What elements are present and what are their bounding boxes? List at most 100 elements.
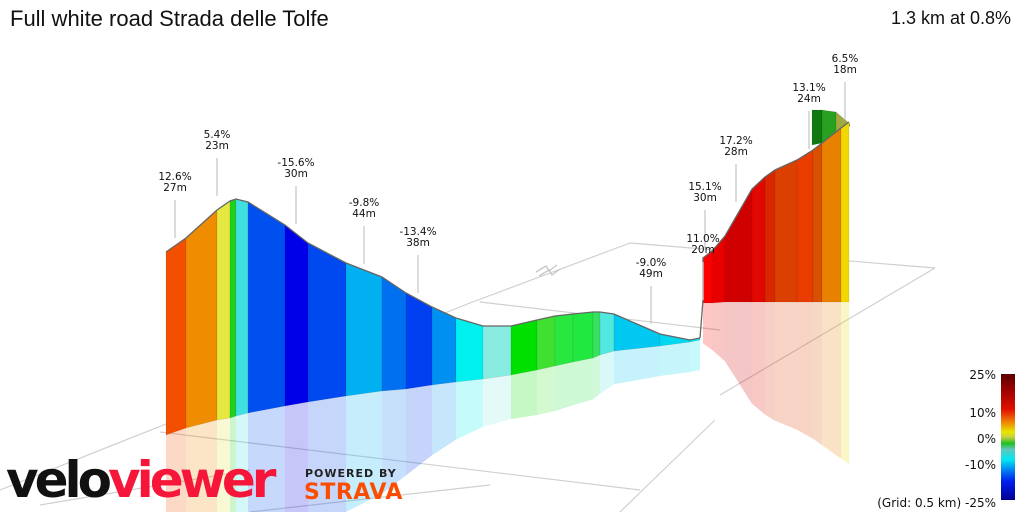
reflection-segment [236, 413, 248, 512]
legend-label-0: 0% [976, 432, 996, 446]
reflection-segment [775, 302, 797, 430]
reflection-segment [285, 402, 308, 512]
profile-segment [431, 306, 457, 386]
annotation-gradient: 11.0% [686, 233, 719, 245]
reflection-segment [725, 302, 752, 404]
annotation-gradient: -9.8% [349, 197, 379, 209]
annotation-length: 38m [406, 237, 430, 249]
annotation-gradient: 5.4% [204, 129, 231, 141]
profile-segment [840, 121, 850, 303]
profile-segment [165, 237, 187, 436]
annotation-length: 30m [693, 192, 717, 204]
gradient-color-scale [1001, 374, 1015, 500]
veloviewer-logo[interactable]: veloviewer [6, 451, 276, 509]
profile-segment [751, 176, 766, 303]
profile-segment [345, 262, 383, 397]
profile-segment [536, 315, 556, 371]
profile-top-edge [165, 198, 701, 341]
profile-segment [307, 242, 347, 403]
profile-segment [821, 127, 842, 303]
profile-segment [554, 313, 574, 367]
profile-walls [165, 121, 850, 436]
profile-segment [216, 200, 231, 421]
legend-label-max: 25% [969, 368, 996, 382]
profile-segment [774, 159, 798, 303]
reflection-segment [614, 346, 660, 385]
reflection-segment [456, 379, 483, 440]
annotation-leaders [174, 82, 846, 324]
profile-segment [599, 311, 615, 356]
strava-logo[interactable]: STRAVA [304, 480, 403, 505]
annotation-length: 20m [691, 244, 715, 256]
annotation-length: 24m [797, 93, 821, 105]
legend-label-10: 10% [969, 406, 996, 420]
north-arrow-icon [535, 264, 561, 277]
annotation-gradient: 13.1% [792, 82, 825, 94]
profile-segment [455, 317, 484, 383]
profile-segment [229, 198, 237, 419]
annotation-gradient: 15.1% [688, 181, 721, 193]
reflection-segment [406, 385, 432, 476]
profile-segment [572, 311, 594, 363]
powered-by-text: POWERED BY [305, 467, 397, 480]
profile-segment [405, 292, 433, 390]
reflection-segment [822, 302, 841, 459]
route-summary: 1.3 km at 0.8% [890, 8, 1011, 28]
annotation-labels: 12.6%27m5.4%23m-15.6%30m-9.8%44m-13.4%38… [158, 53, 858, 280]
reflection-segment [483, 375, 511, 427]
reflection-segment [797, 302, 813, 439]
legend-label-neg10: -10% [964, 458, 996, 472]
reflection-segment [752, 302, 765, 415]
profile-segment [812, 142, 823, 303]
reflection-segment [166, 428, 186, 512]
annotation-length: 27m [163, 182, 187, 194]
annotation-gradient: 17.2% [719, 135, 752, 147]
annotation-length: 28m [724, 146, 748, 158]
annotation-gradient: -13.4% [399, 226, 436, 238]
reflection-segment [712, 302, 725, 362]
annotation-length: 23m [205, 140, 229, 152]
profile-segment [510, 319, 538, 376]
annotation-gradient: -9.0% [636, 257, 666, 269]
reflection-segment [248, 406, 285, 512]
reflection-segment [660, 342, 690, 376]
profile-segment [613, 313, 661, 352]
reflection-segment [555, 362, 573, 411]
reflection-segment [573, 358, 593, 406]
reflection-segment [841, 302, 849, 464]
reflection-segment [382, 389, 406, 494]
annotation-gradient: 12.6% [158, 171, 191, 183]
profile-segment [724, 187, 753, 303]
profile-segment [592, 311, 601, 359]
profile-segment [235, 198, 249, 417]
profile-segment [247, 201, 286, 414]
logo-velo: velo [6, 451, 112, 509]
reflection-segment [186, 420, 217, 512]
route-title: Full white road Strada delle Tolfe [10, 6, 329, 31]
legend-label-min-grid: (Grid: 0.5 km) -25% [877, 496, 996, 510]
profile-reflection [166, 302, 849, 512]
profile-back-segment [811, 109, 823, 146]
reflection-segment [600, 351, 614, 394]
reflection-segment [346, 391, 382, 512]
profile-segment [482, 325, 512, 380]
reflection-segment [308, 396, 346, 512]
reflection-segment [537, 366, 555, 415]
annotation-gradient: 6.5% [832, 53, 859, 65]
profile-segment [185, 209, 218, 429]
annotation-length: 44m [352, 208, 376, 220]
reflection-segment [432, 382, 456, 456]
reflection-segment [703, 303, 712, 350]
profile-segment [284, 224, 309, 407]
reflection-segment [765, 302, 775, 421]
annotation-length: 49m [639, 268, 663, 280]
profile-segment [381, 276, 407, 392]
annotation-length: 18m [833, 64, 857, 76]
reflection-segment [230, 416, 236, 512]
reflection-segment [511, 370, 537, 420]
reflection-segment [593, 355, 600, 400]
reflection-segment [690, 340, 700, 372]
reflection-segment [813, 302, 822, 446]
logo-viewer: viewer [108, 451, 276, 509]
